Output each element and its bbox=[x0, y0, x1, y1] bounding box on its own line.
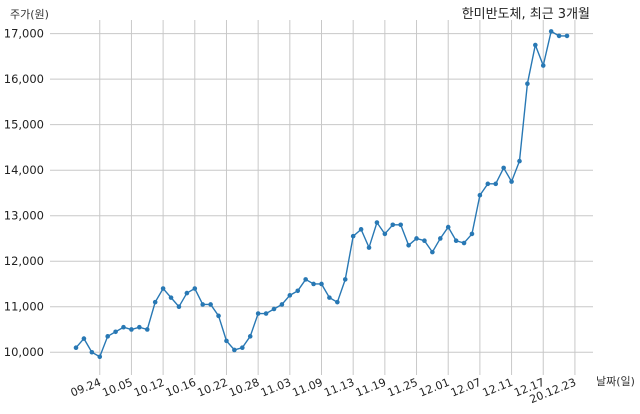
data-point bbox=[208, 302, 213, 307]
data-point bbox=[311, 281, 316, 287]
data-point bbox=[113, 329, 118, 335]
data-point bbox=[390, 222, 396, 228]
data-point bbox=[477, 192, 483, 198]
y-tick-label: 13,000 bbox=[4, 209, 44, 223]
x-tick-label: 10.05 bbox=[100, 376, 134, 400]
x-tick-label: 10.22 bbox=[196, 376, 230, 400]
data-point bbox=[129, 327, 134, 332]
data-point bbox=[105, 334, 110, 339]
series bbox=[73, 29, 570, 360]
x-tick-label: 12.01 bbox=[417, 376, 451, 400]
x-tick-label: 11.25 bbox=[386, 376, 420, 400]
data-point bbox=[81, 336, 87, 341]
data-point bbox=[144, 327, 150, 332]
x-axis-title: 날짜(일) bbox=[596, 374, 635, 388]
data-point bbox=[247, 334, 253, 339]
data-point bbox=[517, 158, 522, 164]
data-point bbox=[327, 295, 332, 300]
data-point bbox=[224, 338, 229, 344]
data-point bbox=[540, 63, 546, 68]
data-point bbox=[445, 224, 451, 230]
x-tick-label: 09.24 bbox=[69, 376, 103, 400]
data-point bbox=[501, 165, 506, 171]
y-tick-label: 17,000 bbox=[4, 27, 44, 41]
y-tick-label: 14,000 bbox=[4, 163, 44, 177]
data-point bbox=[152, 299, 158, 305]
data-point bbox=[97, 354, 103, 360]
y-tick-label: 10,000 bbox=[4, 345, 44, 359]
x-tick-label: 11.19 bbox=[354, 376, 388, 400]
y-tick-label: 11,000 bbox=[4, 300, 44, 314]
data-point bbox=[374, 220, 380, 225]
x-tick-label: 11.09 bbox=[291, 376, 325, 400]
data-point bbox=[192, 286, 198, 291]
data-point bbox=[121, 324, 126, 330]
y-tick-label: 12,000 bbox=[4, 254, 44, 268]
x-tick-label: 10.28 bbox=[227, 376, 261, 400]
data-point bbox=[548, 29, 554, 34]
data-point bbox=[342, 277, 348, 282]
data-point bbox=[255, 311, 261, 316]
data-point bbox=[493, 181, 499, 187]
data-point bbox=[73, 345, 79, 350]
x-tick-label: 12.11 bbox=[481, 376, 515, 400]
x-tick-label: 11.03 bbox=[259, 376, 293, 400]
x-tick-label: 10.12 bbox=[132, 376, 166, 400]
data-point bbox=[350, 233, 356, 239]
data-point bbox=[437, 236, 443, 241]
data-point bbox=[414, 236, 419, 241]
data-point bbox=[319, 281, 324, 287]
data-point bbox=[453, 238, 459, 244]
data-point bbox=[461, 240, 467, 246]
data-point bbox=[200, 302, 206, 307]
data-point bbox=[176, 304, 182, 310]
data-point bbox=[335, 299, 340, 305]
data-point bbox=[89, 349, 95, 355]
x-tick-label: 11.13 bbox=[322, 376, 356, 400]
data-point bbox=[533, 42, 538, 48]
data-point bbox=[287, 293, 293, 298]
data-point bbox=[366, 245, 372, 250]
data-point bbox=[469, 231, 475, 237]
chart-title: 한미반도체, 최근 3개월 bbox=[462, 7, 590, 22]
data-point bbox=[485, 181, 491, 187]
data-point bbox=[406, 242, 411, 248]
data-point bbox=[168, 295, 174, 300]
data-point bbox=[295, 288, 301, 294]
data-point bbox=[160, 286, 166, 291]
data-point bbox=[184, 290, 190, 296]
data-point bbox=[303, 277, 308, 282]
data-point bbox=[430, 249, 435, 255]
data-point bbox=[216, 313, 221, 319]
data-point bbox=[564, 33, 570, 39]
y-axis-ticks: 10,000 11,000 12,000 13,000 14,000 15,000 16,0… bbox=[4, 27, 44, 360]
data-point bbox=[422, 238, 427, 244]
x-tick-label: 10.16 bbox=[164, 376, 198, 400]
x-tick-label: 12.07 bbox=[449, 376, 483, 400]
data-point bbox=[137, 324, 142, 330]
data-point bbox=[358, 227, 364, 232]
data-point bbox=[382, 231, 388, 237]
data-point bbox=[525, 81, 530, 87]
data-point bbox=[279, 302, 285, 307]
y-tick-label: 16,000 bbox=[4, 72, 44, 86]
y-axis-title: 주가(원) bbox=[10, 8, 49, 21]
data-point bbox=[232, 347, 237, 353]
y-tick-label: 15,000 bbox=[4, 118, 44, 132]
data-point bbox=[509, 179, 514, 184]
grid bbox=[50, 20, 593, 375]
data-point bbox=[263, 311, 269, 316]
data-point bbox=[398, 222, 403, 228]
data-point bbox=[556, 33, 562, 39]
x-axis-ticks: 09.2410.0510.1210.1610.2210.2811.0311.09… bbox=[69, 376, 578, 406]
data-point bbox=[240, 345, 245, 350]
data-point bbox=[271, 306, 277, 312]
